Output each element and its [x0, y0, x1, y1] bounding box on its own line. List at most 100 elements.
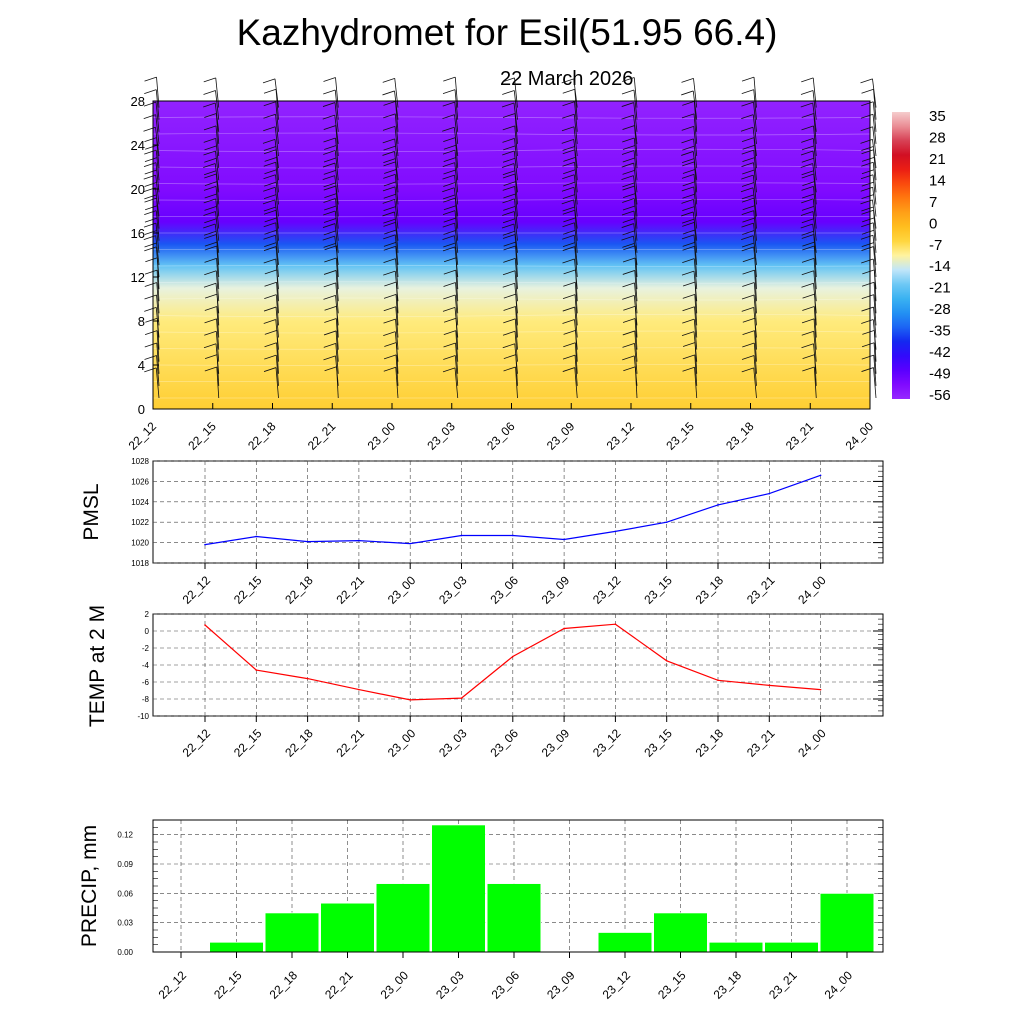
wind-barb — [861, 149, 877, 181]
barb-staff — [156, 77, 160, 108]
barb-flag — [562, 206, 575, 212]
barb-flag — [323, 210, 336, 216]
barb-flag — [382, 151, 395, 156]
barb-flag — [264, 281, 277, 287]
barb-flag — [862, 330, 875, 335]
wind-barb — [144, 342, 160, 374]
barb-flag — [204, 293, 218, 299]
barb-flag — [800, 150, 814, 156]
barb-staff — [335, 318, 339, 350]
barb-flag — [442, 194, 456, 200]
barb-flag — [203, 223, 216, 229]
barb-staff — [693, 258, 698, 290]
barb-flag — [442, 367, 456, 373]
contour-line — [152, 265, 871, 267]
wind-barb — [740, 126, 757, 157]
barb-flag — [144, 355, 157, 360]
barb-flag — [740, 187, 754, 193]
barb-flag — [383, 331, 396, 337]
wind-barb — [383, 366, 399, 399]
barb-staff — [693, 199, 698, 229]
wind-barb — [263, 367, 279, 399]
wind-barb — [622, 355, 638, 386]
colorbar-label: -14 — [929, 258, 951, 275]
wind-barb — [263, 174, 279, 205]
barb-flag — [801, 218, 814, 224]
barb-staff — [872, 78, 877, 108]
barb-staff — [334, 89, 339, 120]
wind-barb — [442, 307, 459, 338]
barb-flag — [443, 144, 457, 150]
barb-flag — [862, 269, 875, 275]
barb-flag — [144, 194, 157, 200]
barb-flag — [144, 246, 157, 252]
barb-staff — [693, 319, 698, 350]
x-tick-label: 23_06 — [487, 726, 521, 760]
wind-barb — [741, 137, 757, 169]
barb-flag — [563, 229, 576, 235]
barb-staff — [215, 343, 220, 374]
barb-staff — [395, 367, 399, 399]
wind-barb — [263, 161, 279, 193]
barb-staff — [634, 282, 638, 314]
wind-barb — [443, 282, 459, 314]
barb-flag — [144, 307, 157, 312]
y-tick-label: 12 — [131, 270, 145, 285]
barb-staff — [275, 307, 279, 338]
barb-flag — [323, 230, 336, 236]
barb-flag — [263, 319, 276, 324]
x-tick-label: 23_15 — [663, 419, 697, 453]
wind-barb — [143, 235, 160, 265]
barb-flag — [143, 162, 157, 168]
barb-flag — [861, 181, 874, 187]
barb-staff — [454, 162, 459, 193]
barb-flag — [383, 234, 396, 240]
barb-staff — [395, 222, 399, 253]
wind-barb — [801, 330, 817, 362]
wind-barb — [562, 234, 578, 265]
barb-flag — [144, 242, 157, 248]
barb-flag — [622, 355, 635, 361]
barb-flag — [622, 169, 635, 175]
wind-barb — [622, 330, 638, 362]
barb-flag — [562, 354, 576, 360]
barb-staff — [873, 294, 877, 326]
barb-staff — [335, 295, 339, 326]
barb-flag — [622, 294, 635, 300]
barb-staff — [214, 163, 220, 193]
barb-flag — [263, 222, 276, 228]
barb-flag — [741, 367, 754, 373]
wind-barb — [861, 161, 877, 193]
barb-flag — [802, 245, 815, 251]
wind-barb — [263, 234, 279, 265]
barb-flag — [442, 246, 456, 252]
wind-barb — [144, 246, 160, 278]
wind-barb — [562, 319, 578, 350]
barb-flag — [862, 217, 875, 223]
barb-flag — [501, 223, 515, 229]
barb-staff — [216, 258, 220, 290]
colorbar-label: -42 — [929, 344, 951, 361]
x-tick-label: 23_00 — [385, 573, 419, 607]
wind-barb — [443, 197, 459, 229]
barb-staff — [215, 198, 220, 229]
barb-flag — [203, 198, 216, 204]
barb-staff — [394, 138, 399, 169]
barb-flag — [741, 210, 754, 216]
wind-barb — [861, 367, 877, 399]
wind-barb — [682, 258, 698, 290]
x-tick-label: 23_06 — [487, 573, 521, 607]
precip-bar — [375, 883, 431, 953]
barb-flag — [801, 343, 814, 349]
barb-flag — [741, 182, 755, 187]
barb-staff — [693, 174, 698, 205]
barb-flag — [442, 126, 455, 132]
barb-staff — [156, 355, 160, 386]
wind-barb — [622, 125, 638, 157]
wind-barb — [203, 282, 220, 314]
wind-barb — [442, 126, 459, 157]
wind-barb — [681, 151, 698, 181]
precip-panel: 0.00 0.03 0.06 0.09 0.12 22_12 22_15 22_18 22_21… — [78, 819, 884, 1002]
wind-barb — [383, 293, 399, 326]
y-tick-label: 16 — [131, 226, 145, 241]
